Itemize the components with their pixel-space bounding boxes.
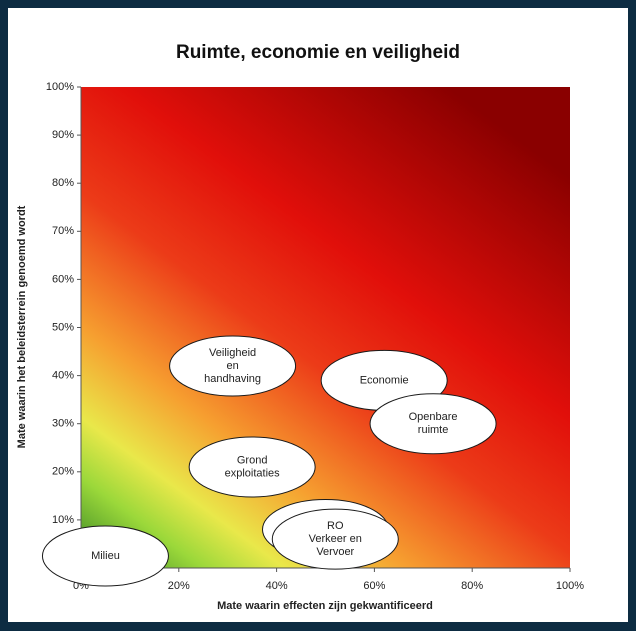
y-tick-label: 40% xyxy=(52,370,74,382)
bubble-label-line: Openbare xyxy=(409,411,458,423)
x-tick-label: 40% xyxy=(266,580,288,592)
bubble-label: Veiligheid en handhaving xyxy=(204,347,261,385)
bubble xyxy=(369,393,497,455)
x-tick-label: 100% xyxy=(556,580,584,592)
bubble-label: Openbare ruimte xyxy=(409,411,458,436)
bubble-label-line: Economie xyxy=(360,374,409,386)
bubble xyxy=(271,508,399,570)
bubble-label-line: Grond xyxy=(237,454,268,466)
x-tick-label: 80% xyxy=(461,580,483,592)
bubble xyxy=(169,335,297,397)
y-tick-label: 100% xyxy=(46,81,74,93)
bubble xyxy=(41,525,169,587)
bubble-label: Milieu xyxy=(91,550,120,562)
x-tick-label: 60% xyxy=(363,580,385,592)
bubble-label: Economie xyxy=(360,374,409,386)
y-tick-label: 20% xyxy=(52,466,74,478)
y-axis-label: Mate waarin het beleidsterrein genoemd w… xyxy=(16,205,28,448)
chart-title: Ruimte, economie en veiligheid xyxy=(176,42,460,63)
bubble-label-line: Veiligheid xyxy=(209,347,256,359)
bubble-label-line: ruimte xyxy=(418,424,449,436)
bubble-label-line: Vervoer xyxy=(316,546,354,558)
y-tick-label: 60% xyxy=(52,273,74,285)
bubble xyxy=(188,436,316,498)
bubble-label-line: handhaving xyxy=(204,373,261,385)
bubble-label-line: exploitaties xyxy=(225,467,281,479)
y-tick-label: 30% xyxy=(52,418,74,430)
bubble-label-line: Verkeer en xyxy=(309,533,362,545)
x-tick-label: 20% xyxy=(168,580,190,592)
bubble-label: Grond exploitaties xyxy=(225,454,281,479)
y-tick-label: 90% xyxy=(52,129,74,141)
y-tick-label: 80% xyxy=(52,177,74,189)
y-tick-label: 10% xyxy=(52,514,74,526)
plot-area xyxy=(81,87,570,568)
y-tick-label: 50% xyxy=(52,321,74,333)
bubble-label-line: Milieu xyxy=(91,550,120,562)
bubble-label: RO Verkeer en Vervoer xyxy=(309,520,362,558)
x-axis-label: Mate waarin effecten zijn gekwantificeer… xyxy=(217,600,433,612)
y-tick-label: 70% xyxy=(52,225,74,237)
bubble-label-line: en xyxy=(226,360,238,372)
bubble-label-line: RO xyxy=(327,520,344,532)
